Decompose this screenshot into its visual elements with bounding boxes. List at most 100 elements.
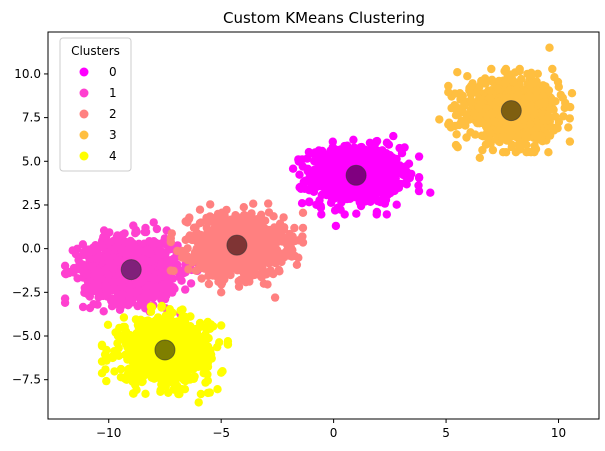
centroid-layer	[120, 100, 522, 361]
cluster-4-point	[201, 333, 210, 342]
cluster-2-point	[197, 274, 206, 283]
cluster-4-point	[162, 363, 171, 373]
cluster-4-point	[114, 351, 124, 360]
plot-frame	[47, 31, 600, 420]
cluster-0-point	[394, 183, 404, 192]
cluster-3-point	[466, 95, 476, 105]
cluster-1-point	[129, 221, 138, 230]
cluster-0-point	[352, 209, 361, 218]
cluster-0-point	[382, 149, 391, 158]
cluster-4-point	[147, 303, 157, 312]
cluster-2-point	[167, 229, 176, 238]
y-tick-label: −5.0	[12, 329, 41, 343]
x-tick-label: 0	[330, 426, 338, 440]
cluster-3-point	[470, 108, 479, 118]
legend-label-3: 3	[109, 128, 117, 142]
cluster-3-point	[485, 94, 495, 103]
cluster-3-point	[567, 89, 577, 98]
cluster-4-point	[101, 365, 110, 374]
cluster-2-point	[195, 205, 205, 214]
cluster-4-point	[123, 355, 132, 364]
cluster-3-point	[463, 72, 472, 81]
cluster-3-point	[513, 133, 522, 142]
cluster-0-point	[336, 149, 345, 158]
cluster-3-point	[503, 93, 512, 103]
cluster-3-point	[548, 64, 557, 74]
cluster-1-point	[157, 239, 166, 248]
cluster-1-point	[129, 244, 139, 253]
cluster-1-point	[134, 286, 143, 295]
cluster-2-point	[238, 260, 247, 269]
cluster-3-point	[538, 81, 548, 90]
cluster-3-point	[526, 101, 535, 110]
cluster-3-point	[540, 97, 549, 106]
cluster-1-point	[152, 224, 162, 234]
cluster-3-point	[498, 133, 507, 142]
cluster-4-point	[158, 371, 168, 380]
cluster-0-point	[402, 180, 411, 189]
cluster-1-point	[168, 274, 177, 283]
cluster-4-point	[195, 341, 204, 350]
cluster-2-point	[199, 262, 208, 271]
cluster-3-point	[478, 145, 487, 155]
x-tick-label: −5	[212, 426, 230, 440]
cluster-2-point	[224, 260, 234, 269]
cluster-2-point	[183, 218, 192, 227]
x-tick-label: −10	[96, 426, 121, 440]
cluster-1-point	[160, 283, 169, 292]
cluster-1-points	[60, 218, 202, 318]
cluster-4-point	[158, 332, 167, 341]
cluster-3-point	[544, 86, 554, 95]
cluster-1-point	[104, 238, 113, 247]
cluster-2-point	[204, 279, 214, 289]
cluster-1-point	[68, 246, 77, 255]
cluster-0-point	[331, 221, 341, 231]
cluster-4-point	[180, 385, 190, 394]
cluster-3-point	[522, 148, 531, 157]
cluster-2-point	[196, 230, 205, 240]
cluster-3-point	[471, 130, 480, 139]
cluster-1-point	[139, 292, 148, 302]
cluster-3-point	[476, 79, 486, 89]
cluster-2-point	[259, 279, 269, 288]
cluster-0-point	[316, 201, 325, 211]
cluster-2-point	[173, 246, 182, 256]
cluster-3-point	[522, 140, 531, 150]
cluster-2-point	[245, 277, 254, 286]
cluster-0-point	[372, 136, 382, 146]
cluster-4-point	[141, 389, 150, 398]
cluster-1-point	[120, 248, 129, 257]
cluster-2-point	[166, 237, 175, 247]
legend-marker-2	[79, 109, 89, 119]
cluster-4-point	[209, 322, 218, 331]
cluster-4-point	[217, 368, 226, 377]
cluster-2-point	[220, 211, 229, 220]
cluster-3-point	[518, 98, 527, 108]
cluster-2-point	[244, 219, 253, 229]
cluster-3-point	[444, 81, 453, 91]
cluster-3-point	[514, 140, 524, 149]
cluster-0-point	[310, 156, 319, 166]
cluster-4-point	[141, 353, 150, 363]
cluster-2-point	[209, 214, 218, 223]
cluster-0-point	[391, 161, 400, 170]
cluster-3-point	[565, 137, 575, 146]
cluster-4-point	[213, 342, 222, 352]
cluster-4-point	[130, 372, 139, 382]
cluster-1-point	[175, 273, 184, 282]
cluster-1-point	[141, 246, 150, 256]
cluster-3-point	[508, 75, 517, 84]
cluster-1-point	[109, 264, 118, 273]
cluster-4-point	[116, 373, 126, 382]
cluster-2-point	[234, 277, 243, 286]
cluster-1-point	[60, 294, 70, 303]
cluster-0-point	[370, 178, 379, 187]
cluster-4-point	[175, 389, 184, 399]
cluster-3-point	[486, 128, 495, 137]
cluster-0-point	[339, 161, 349, 170]
cluster-0-point	[303, 177, 313, 186]
y-tick-label: −2.5	[12, 285, 41, 299]
cluster-0-point	[392, 200, 401, 209]
cluster-3-point	[487, 64, 496, 74]
